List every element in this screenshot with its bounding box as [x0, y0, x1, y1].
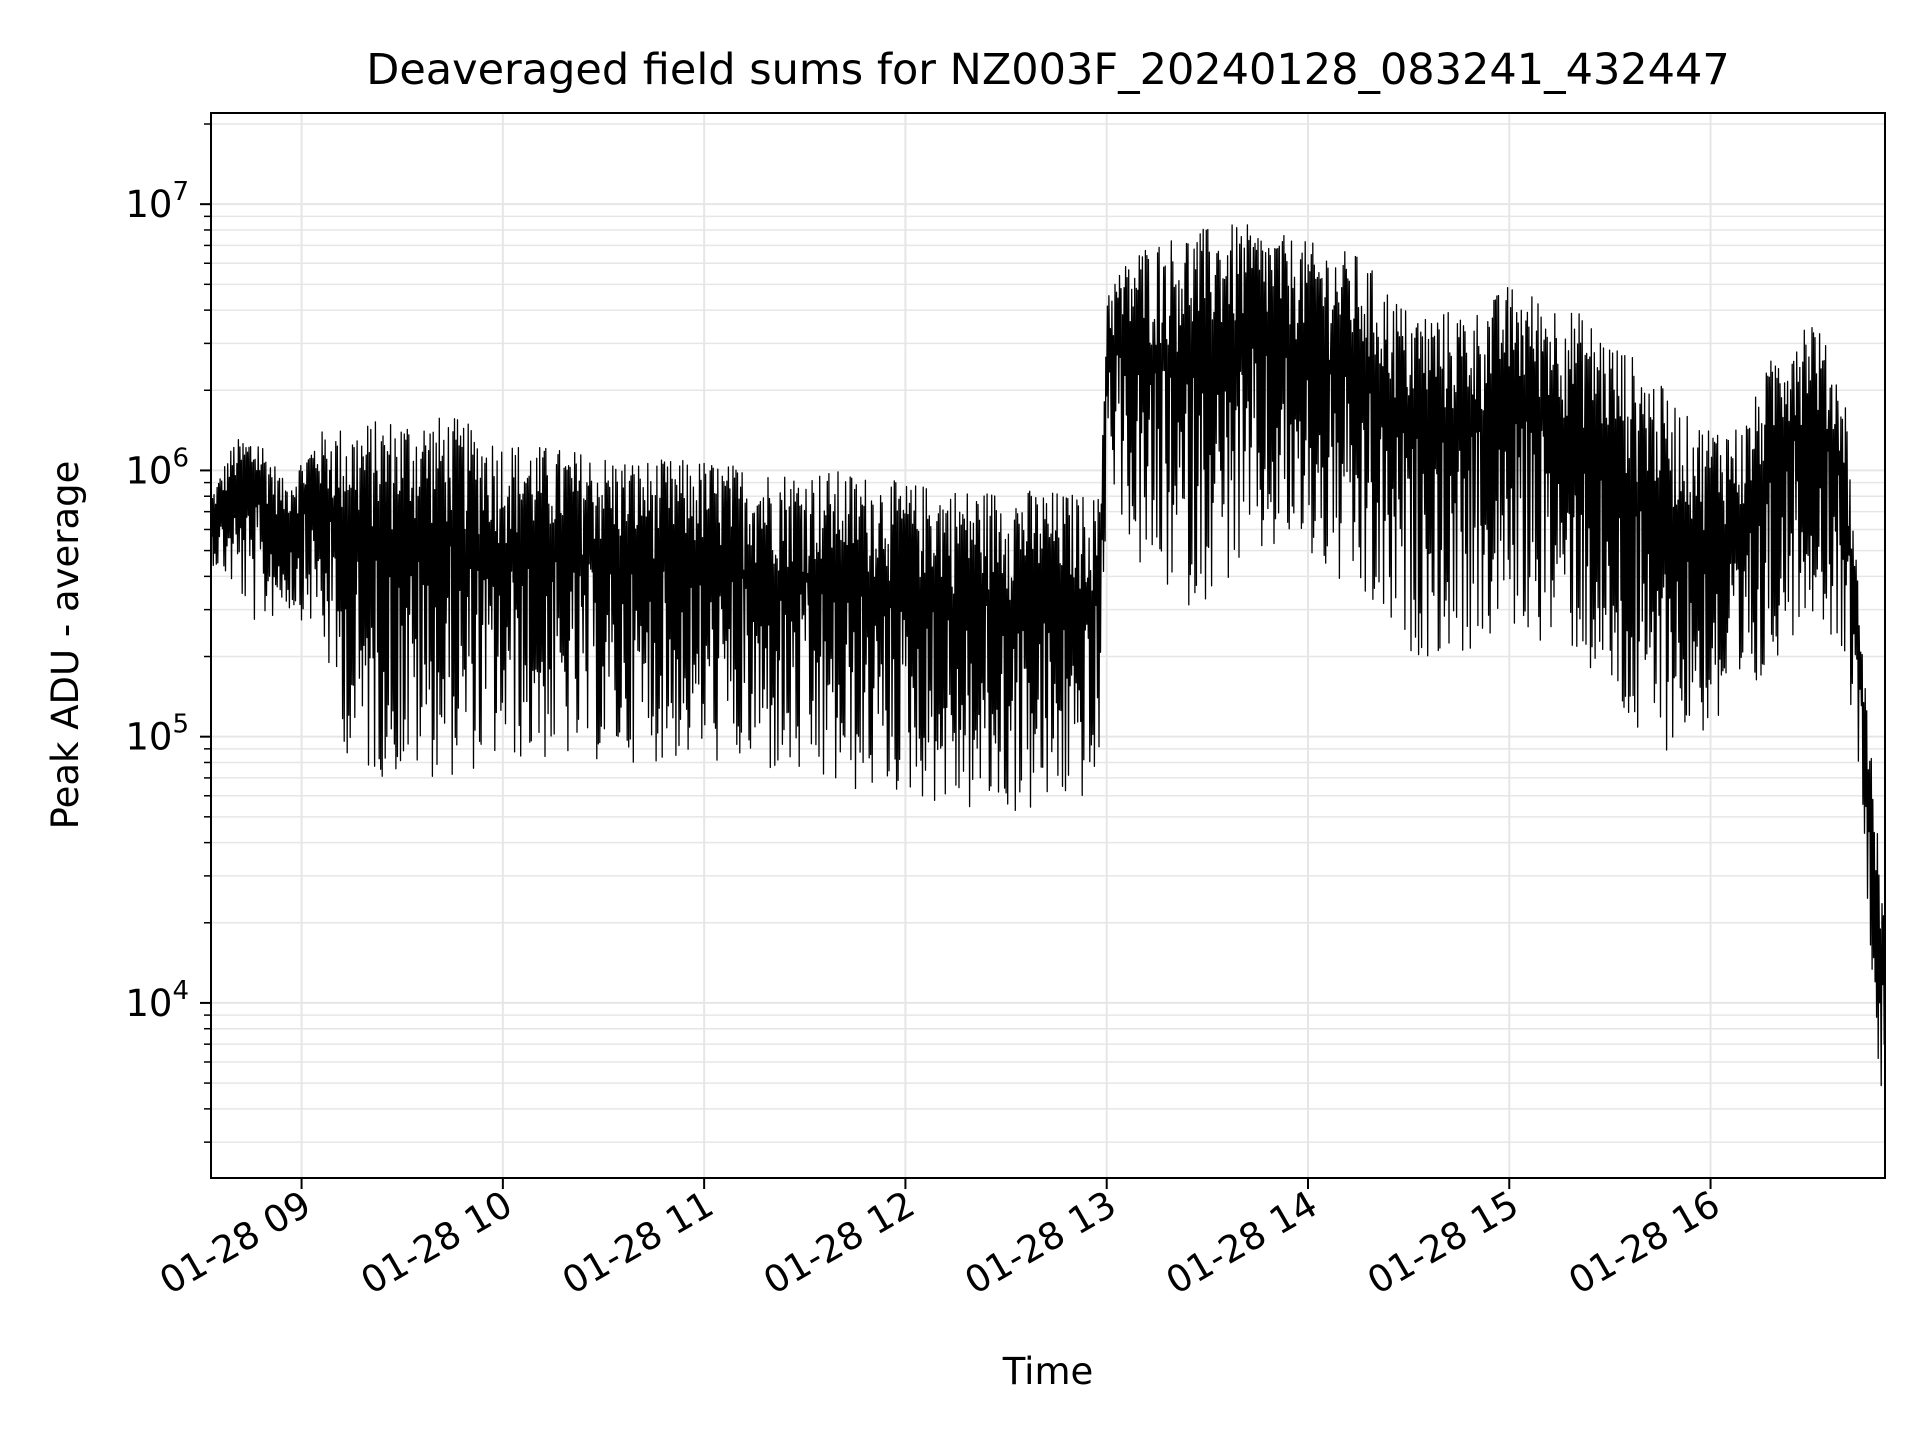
series-line	[210, 224, 1886, 1087]
x-tick-label: 01-28 14	[1159, 1183, 1325, 1303]
x-axis: 01-28 09 01-28 10 01-28 11 01-28 12 01-28 13…	[153, 1178, 1727, 1303]
plot-frame	[210, 112, 1886, 1179]
x-tick-label: 01-28 16	[1561, 1183, 1727, 1303]
x-tick-label: 01-28 10	[354, 1183, 520, 1303]
y-axis-label: Peak ADU - average	[44, 461, 87, 830]
x-tick-label: 01-28 12	[756, 1183, 922, 1303]
x-tick-label: 01-28 13	[958, 1183, 1124, 1303]
x-axis-label: Time	[1002, 1350, 1094, 1393]
y-tick-label: 107	[125, 177, 189, 226]
x-tick-label: 01-28 09	[153, 1183, 319, 1303]
chart-title: Deaveraged field sums for NZ003F_2024012…	[366, 45, 1730, 95]
x-tick-label: 01-28 15	[1360, 1183, 1526, 1303]
y-tick-label: 104	[125, 976, 189, 1025]
series	[210, 224, 1886, 1087]
y-tick-label: 105	[125, 710, 189, 759]
x-tick-label: 01-28 11	[555, 1183, 721, 1303]
y-tick-label: 106	[125, 443, 189, 492]
y-axis: 104 105 106 107	[125, 123, 211, 1143]
